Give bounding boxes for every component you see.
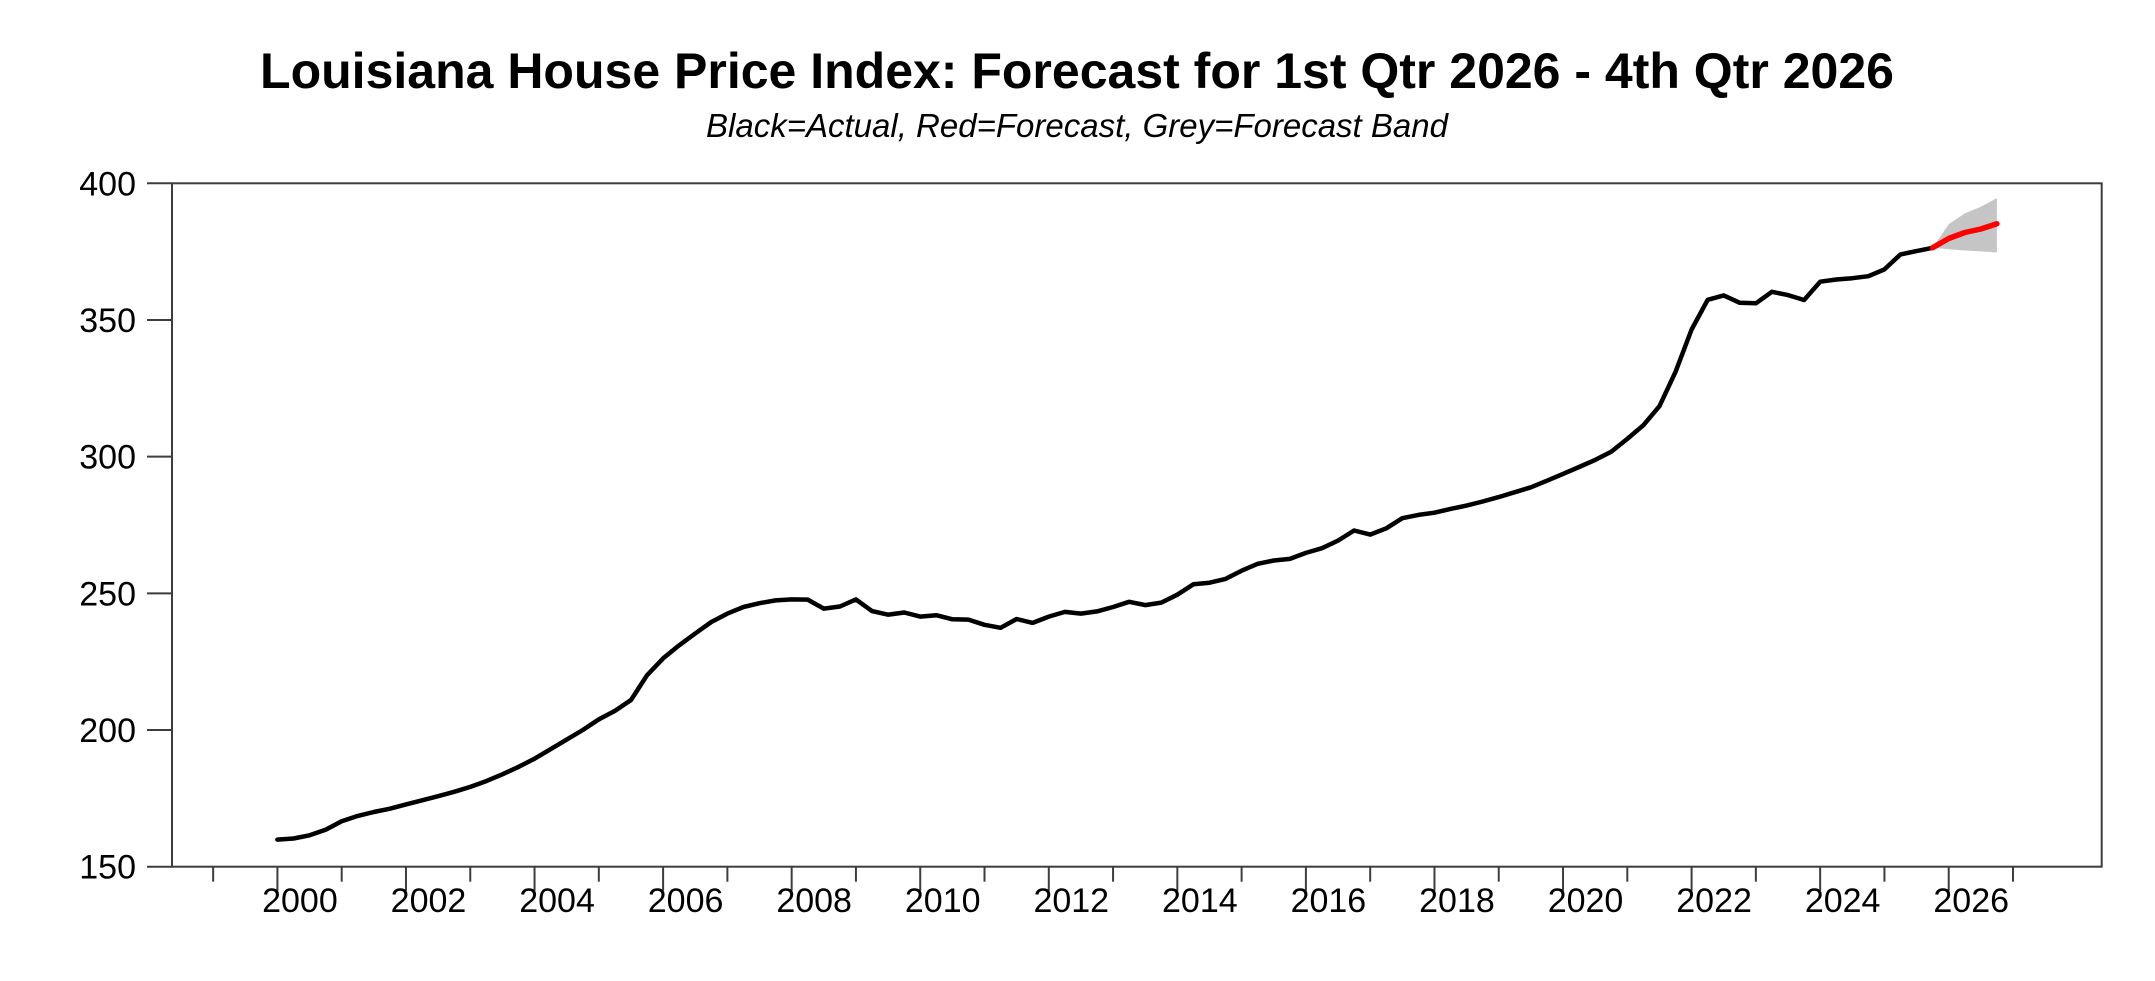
x-tick-label: 2006 (648, 882, 724, 920)
x-tick-label: 2020 (1548, 882, 1624, 920)
y-tick-label: 150 (79, 849, 136, 887)
axes-group: 150 200 250 300 350 400 2000 2002 2004 2006 2008 20… (79, 165, 2103, 920)
y-tick-label: 400 (79, 165, 136, 203)
x-tick-label: 2016 (1291, 882, 1367, 920)
x-tick-label: 2000 (262, 882, 338, 920)
x-tick-label: 2024 (1805, 882, 1881, 920)
series-group (275, 221, 2000, 842)
x-tick-label: 2002 (391, 882, 467, 920)
forecast-series-line (1929, 221, 2000, 251)
x-tick-label: 2026 (1933, 882, 2009, 920)
y-tick-label: 300 (79, 439, 136, 477)
x-tick-label: 2014 (1162, 882, 1238, 920)
y-tick-label: 200 (79, 712, 136, 750)
x-tick-label: 2008 (776, 882, 852, 920)
y-tick-label: 350 (79, 302, 136, 340)
x-tick-label: 2004 (519, 882, 595, 920)
actual-series-line (275, 245, 1935, 842)
x-tick-label: 2018 (1419, 882, 1495, 920)
plot-frame (171, 182, 2103, 868)
x-tick-label: 2022 (1676, 882, 1752, 920)
chart-title: Louisiana House Price Index: Forecast fo… (260, 43, 1894, 99)
x-tick-label: 2012 (1033, 882, 1109, 920)
y-tick-label: 250 (79, 575, 136, 613)
x-tick-label: 2010 (905, 882, 981, 920)
chart-subtitle: Black=Actual, Red=Forecast, Grey=Forecas… (706, 107, 1450, 144)
